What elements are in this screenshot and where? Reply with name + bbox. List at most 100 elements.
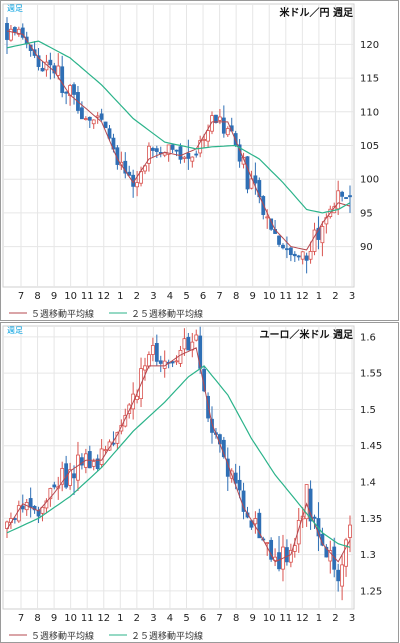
candle-body-up xyxy=(162,152,167,156)
candle-body-up xyxy=(76,454,80,481)
candle xyxy=(269,537,274,562)
x-tick-label: 1 xyxy=(316,291,322,302)
candle xyxy=(340,190,345,202)
candle-body-up xyxy=(119,425,124,432)
candle-body-up xyxy=(135,395,140,401)
candle xyxy=(241,482,246,520)
x-tick-label: 12 xyxy=(296,291,309,302)
legend: ５週移動平均線 ２５週移動平均線 xyxy=(9,308,203,320)
candle-body-up xyxy=(328,550,333,562)
candle xyxy=(80,101,84,120)
candle xyxy=(308,241,313,264)
x-axis-ticks: 7 8 9 10 11 12 1 2 3 4 5 6 7 8 9 10 11 12 1 2 3 xyxy=(18,613,355,624)
x-tick-label: 11 xyxy=(279,613,292,624)
candle xyxy=(277,235,281,247)
candle-body-down xyxy=(340,191,345,197)
candle-body-down xyxy=(154,148,159,152)
x-tick-label: 3 xyxy=(150,613,156,624)
candle-body-up xyxy=(60,468,65,485)
candle xyxy=(16,26,21,37)
candle xyxy=(194,329,199,342)
candle-body-down xyxy=(288,247,293,256)
x-axis-ticks: 7 8 9 10 11 12 1 2 3 4 5 6 7 8 9 10 11 12 1 2 3 xyxy=(18,291,355,302)
candle-body-down xyxy=(154,343,159,362)
x-tick-label: 7 xyxy=(216,291,222,302)
y-tick-label: 1.45 xyxy=(360,441,382,452)
x-tick-label: 11 xyxy=(81,613,94,624)
candle xyxy=(348,515,352,553)
candle xyxy=(174,355,179,365)
candle xyxy=(99,439,104,468)
candle xyxy=(91,119,96,129)
timeframe-label: 週足 xyxy=(7,4,23,13)
candle xyxy=(28,487,33,518)
y-tick-label: 1.4 xyxy=(360,478,376,489)
candle-body-down xyxy=(48,59,53,66)
y-axis-ticks: 1.6 1.55 1.5 1.45 1.4 1.35 1.3 1.25 xyxy=(360,332,382,597)
x-tick-label: 3 xyxy=(349,613,355,624)
candle xyxy=(99,108,104,122)
candle-body-up xyxy=(210,115,214,132)
y-tick-label: 100 xyxy=(360,175,379,186)
y-tick-label: 1.55 xyxy=(360,369,382,380)
candle xyxy=(76,441,80,491)
candle xyxy=(107,124,112,141)
legend-ma5-label: ５週移動平均線 xyxy=(31,308,94,320)
candle-body-down xyxy=(64,463,69,488)
candle-body-down xyxy=(312,516,317,519)
candle-body-down xyxy=(99,113,104,120)
candle xyxy=(60,461,65,492)
x-tick-label: 2 xyxy=(134,291,140,302)
candle-body-down xyxy=(241,490,246,512)
candle xyxy=(76,86,80,114)
candle-body-up xyxy=(166,144,171,155)
candle xyxy=(340,555,345,601)
x-tick-label: 9 xyxy=(250,613,256,624)
candle xyxy=(186,139,191,170)
candle xyxy=(288,543,293,568)
candle xyxy=(64,91,69,105)
candle-body-up xyxy=(147,354,151,367)
candle xyxy=(304,484,309,527)
candle-body-down xyxy=(178,146,183,160)
candle xyxy=(320,221,325,257)
x-tick-label: 10 xyxy=(263,613,276,624)
candle xyxy=(60,55,65,98)
y-tick-label: 90 xyxy=(360,242,373,253)
x-tick-label: 8 xyxy=(233,613,239,624)
x-tick-label: 2 xyxy=(332,613,338,624)
candle xyxy=(123,152,128,179)
candle-body-down xyxy=(72,84,76,95)
candle-body-up xyxy=(312,229,317,252)
x-tick-label: 2 xyxy=(134,613,140,624)
candle xyxy=(48,52,53,80)
y-tick-label: 1.35 xyxy=(360,514,382,525)
candle xyxy=(40,61,45,72)
candle-body-up xyxy=(40,506,45,514)
candle-body-down xyxy=(87,116,92,121)
candle-body-up xyxy=(95,115,100,118)
candle-body-up xyxy=(147,145,151,164)
candle-body-up xyxy=(139,171,143,184)
candle-body-up xyxy=(253,518,258,525)
candle-body-up xyxy=(336,190,341,210)
candle xyxy=(103,121,108,129)
candle-body-down xyxy=(123,160,128,174)
candle xyxy=(72,465,76,495)
candle xyxy=(9,25,13,42)
ma5-line xyxy=(6,347,351,563)
candle-body-down xyxy=(60,66,65,93)
grid xyxy=(2,325,355,610)
x-tick-label: 10 xyxy=(64,613,77,624)
candle-body-down xyxy=(269,539,274,560)
candle-body-up xyxy=(225,128,230,136)
candle-body-down xyxy=(336,569,341,582)
candle xyxy=(273,548,277,567)
candle-body-up xyxy=(178,350,183,364)
candle-body-down xyxy=(296,255,301,258)
candle-body-up xyxy=(143,365,147,371)
candle-body-down xyxy=(285,248,289,251)
candle-body-up xyxy=(308,251,313,260)
candle xyxy=(72,82,76,105)
